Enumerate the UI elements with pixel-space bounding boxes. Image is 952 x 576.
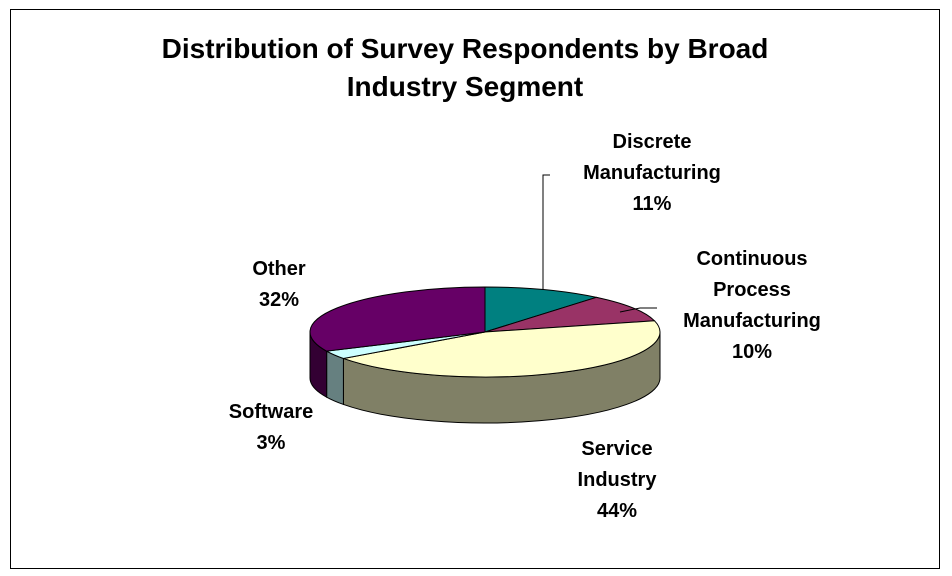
leader-line-continuous-process-manufacturing — [619, 307, 657, 313]
pct-label-other: 32% — [259, 289, 299, 311]
pct-label-software: 3% — [257, 432, 286, 454]
pie-slice-other — [309, 286, 486, 352]
slice-label-discrete-manufacturing: Manufacturing — [583, 162, 721, 184]
slice-label-continuous-process-manufacturing: Process — [713, 279, 791, 301]
chart-title-line-1: Distribution of Survey Respondents by Br… — [161, 33, 769, 64]
pie-sides — [309, 331, 661, 424]
pie-slice-service-industry — [341, 320, 661, 378]
chart-title-line-2: Industry Segment — [346, 71, 584, 102]
pie-side-software — [326, 350, 344, 406]
pct-label-service-industry: 44% — [597, 500, 637, 522]
slice-label-continuous-process-manufacturing: Manufacturing — [683, 310, 821, 332]
pie-slices — [309, 286, 661, 378]
pie-slice-discrete-manufacturing — [484, 286, 599, 333]
pct-label-continuous-process-manufacturing: 10% — [732, 341, 772, 363]
slice-label-continuous-process-manufacturing: Continuous — [696, 248, 807, 270]
pie-labels: Discrete Manufacturing 11% Continuous Proces… — [229, 131, 821, 522]
leader-line-discrete-manufacturing — [542, 174, 550, 290]
slice-label-other: Other — [252, 258, 306, 280]
pct-label-discrete-manufacturing: 11% — [633, 193, 672, 215]
slice-label-discrete-manufacturing: Discrete — [613, 131, 692, 153]
slice-label-service-industry: Industry — [578, 469, 658, 491]
slice-label-software: Software — [229, 401, 313, 423]
slice-label-service-industry: Service — [581, 438, 652, 460]
chart-title: Distribution of Survey Respondents by Br… — [0, 30, 930, 106]
